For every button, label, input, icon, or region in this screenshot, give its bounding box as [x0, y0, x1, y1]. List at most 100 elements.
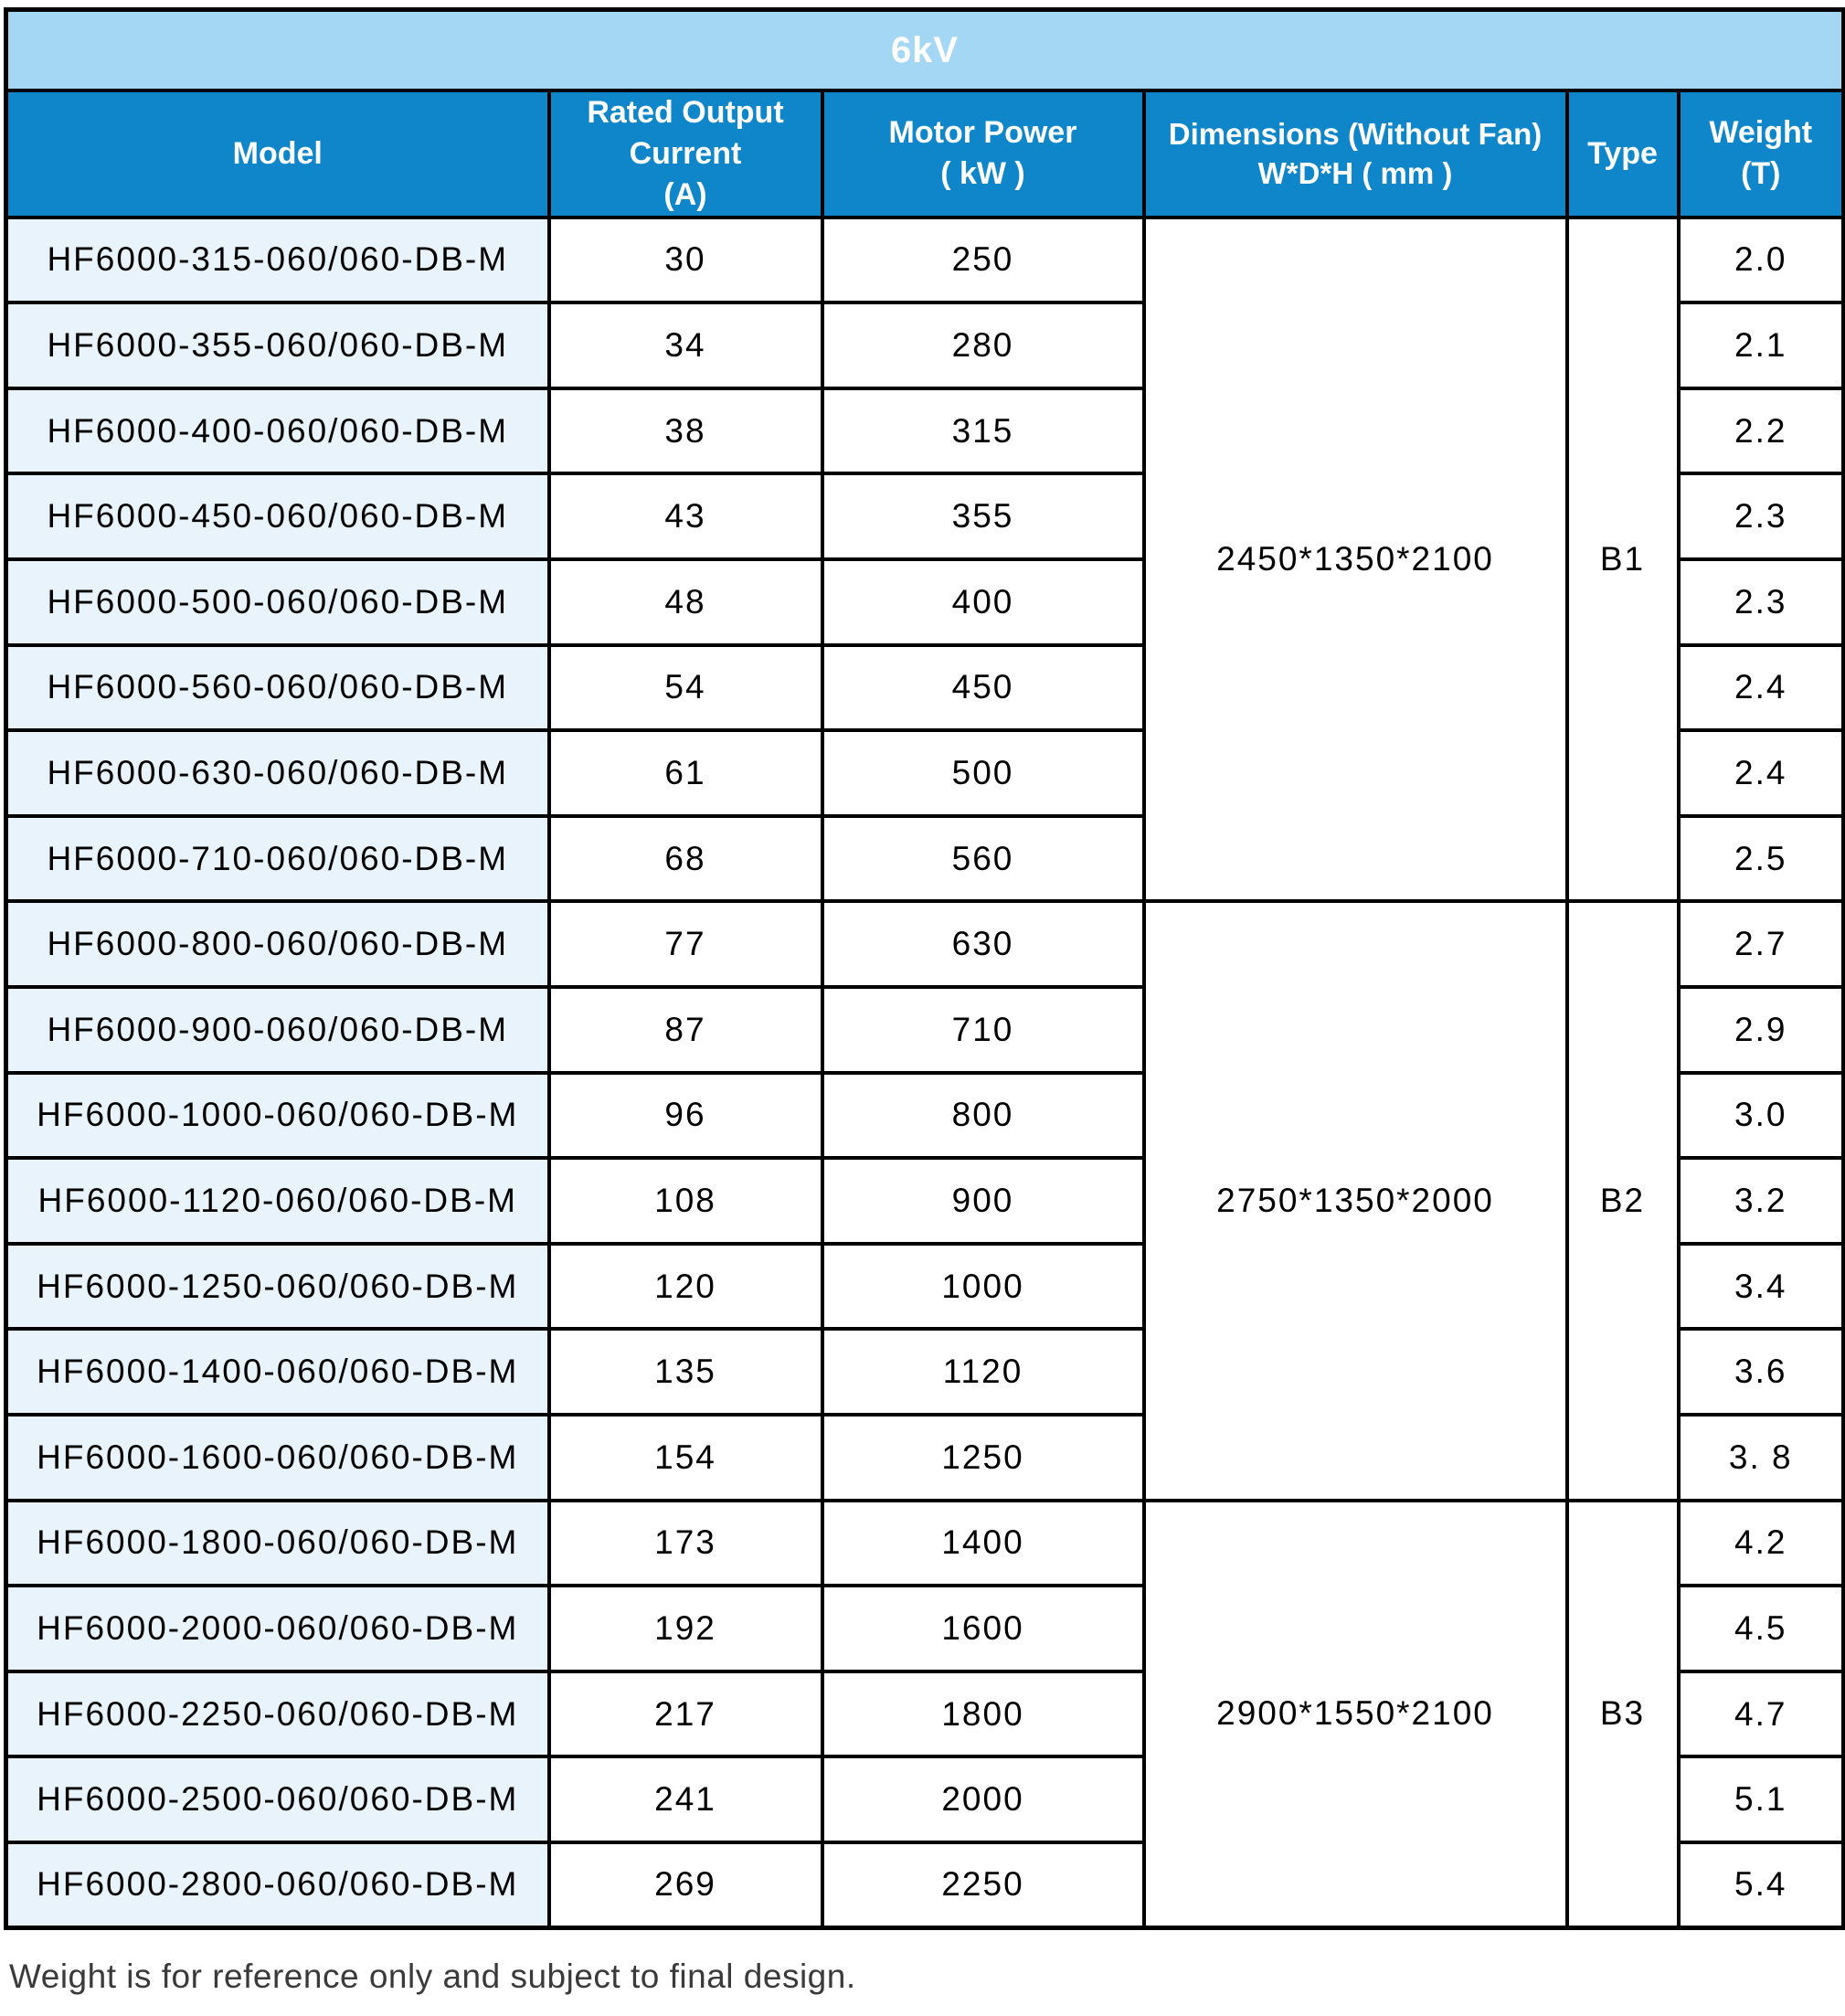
- weight-cell: 3. 8: [1676, 1412, 1845, 1502]
- rated-output-current-cell: 77: [546, 899, 824, 989]
- motor-power-cell: 355: [820, 472, 1146, 561]
- weight-cell: 2.7: [1676, 899, 1845, 989]
- weight-cell: 2.3: [1676, 557, 1845, 647]
- rated-output-current-cell: 54: [546, 642, 824, 733]
- rated-output-current-cell: 38: [546, 386, 824, 476]
- table-row: HF6000-1000-060/060-DB-M 96 800 3.0: [4, 1070, 1845, 1161]
- model-cell: HF6000-2800-060/060-DB-M: [4, 1840, 551, 1930]
- table-row: HF6000-1250-060/060-DB-M 120 1000 3.4: [4, 1241, 1845, 1332]
- model-cell: HF6000-1000-060/060-DB-M: [4, 1070, 551, 1161]
- table-row: HF6000-2500-060/060-DB-M 241 2000 5.1: [4, 1755, 1845, 1844]
- voltage-spec-table: 6kV Model Rated Output Current (A) Motor…: [4, 7, 1845, 1930]
- motor-power-cell: 630: [820, 899, 1146, 989]
- motor-power-cell: 1800: [820, 1669, 1146, 1759]
- type-cell: B3: [1564, 1498, 1681, 1930]
- table-row: HF6000-2800-060/060-DB-M 269 2250 5.4: [4, 1840, 1845, 1930]
- model-cell: HF6000-800-060/060-DB-M: [4, 899, 551, 989]
- weight-cell: 3.0: [1676, 1070, 1845, 1161]
- model-cell: HF6000-1120-060/060-DB-M: [4, 1156, 551, 1246]
- motor-power-cell: 450: [820, 642, 1146, 733]
- table-row: HF6000-710-060/060-DB-M 68 560 2.5: [4, 813, 1845, 904]
- weight-cell: 5.4: [1676, 1840, 1845, 1930]
- table-row: HF6000-355-060/060-DB-M 34 280 2.1: [4, 301, 1845, 390]
- table-header-row: Model Rated Output Current (A) Motor Pow…: [4, 89, 1845, 219]
- table-row: HF6000-630-060/060-DB-M 61 500 2.4: [4, 728, 1845, 818]
- rated-output-current-cell: 96: [546, 1070, 824, 1161]
- motor-power-cell: 1120: [820, 1327, 1146, 1417]
- weight-cell: 3.2: [1676, 1156, 1845, 1246]
- motor-power-cell: 710: [820, 984, 1146, 1075]
- table-row: HF6000-800-060/060-DB-M 77 630 2750*1350*20…: [4, 899, 1845, 1502]
- motor-power-cell: 1400: [820, 1498, 1146, 1588]
- model-cell: HF6000-2250-060/060-DB-M: [4, 1669, 551, 1759]
- dimensions-cell: 2900*1550*2100: [1141, 1498, 1569, 1930]
- weight-cell: 2.4: [1676, 642, 1845, 733]
- motor-power-cell: 400: [820, 557, 1146, 647]
- table-row: HF6000-1800-060/060-DB-M 173 1400 2900*1550…: [4, 1498, 1845, 1930]
- weight-cell: 2.0: [1676, 215, 1845, 305]
- model-cell: HF6000-500-060/060-DB-M: [4, 557, 551, 647]
- model-cell: HF6000-1400-060/060-DB-M: [4, 1327, 551, 1417]
- rated-output-current-cell: 34: [546, 301, 824, 390]
- col-header-model: Model: [4, 89, 551, 219]
- table-row: HF6000-2000-060/060-DB-M 192 1600 4.5: [4, 1584, 1845, 1673]
- motor-power-cell: 1600: [820, 1584, 1146, 1673]
- table-title-row: 6kV: [4, 7, 1845, 92]
- table-row: HF6000-1120-060/060-DB-M 108 900 3.2: [4, 1156, 1845, 1246]
- motor-power-cell: 315: [820, 386, 1146, 476]
- motor-power-cell: 560: [820, 813, 1146, 904]
- motor-power-cell: 500: [820, 728, 1146, 818]
- weight-cell: 4.2: [1676, 1498, 1845, 1588]
- rated-output-current-cell: 120: [546, 1241, 824, 1332]
- weight-cell: 2.2: [1676, 386, 1845, 476]
- weight-cell: 3.6: [1676, 1327, 1845, 1417]
- table-row: HF6000-560-060/060-DB-M 54 450 2.4: [4, 642, 1845, 733]
- motor-power-cell: 1000: [820, 1241, 1146, 1332]
- model-cell: HF6000-1250-060/060-DB-M: [4, 1241, 551, 1332]
- motor-power-cell: 2250: [820, 1840, 1146, 1930]
- rated-output-current-cell: 135: [546, 1327, 824, 1417]
- motor-power-cell: 2000: [820, 1755, 1146, 1844]
- col-header-motor-power: Motor Power ( kW ): [820, 89, 1146, 219]
- table-row: HF6000-1400-060/060-DB-M 135 1120 3.6: [4, 1327, 1845, 1417]
- weight-cell: 2.9: [1676, 984, 1845, 1075]
- rated-output-current-cell: 48: [546, 557, 824, 647]
- model-cell: HF6000-630-060/060-DB-M: [4, 728, 551, 818]
- rated-output-current-cell: 87: [546, 984, 824, 1075]
- col-header-dimensions: Dimensions (Without Fan) W*D*H ( mm ): [1141, 89, 1569, 219]
- weight-cell: 2.1: [1676, 301, 1845, 390]
- rated-output-current-cell: 43: [546, 472, 824, 561]
- weight-cell: 4.7: [1676, 1669, 1845, 1759]
- motor-power-cell: 1250: [820, 1412, 1146, 1502]
- motor-power-cell: 800: [820, 1070, 1146, 1161]
- col-header-type: Type: [1564, 89, 1681, 219]
- col-header-weight: Weight (T): [1676, 89, 1845, 219]
- table-row: HF6000-2250-060/060-DB-M 217 1800 4.7: [4, 1669, 1845, 1759]
- table-row: HF6000-315-060/060-DB-M 30 250 2450*1350*21…: [4, 215, 1845, 904]
- motor-power-cell: 900: [820, 1156, 1146, 1246]
- rated-output-current-cell: 30: [546, 215, 824, 305]
- model-cell: HF6000-450-060/060-DB-M: [4, 472, 551, 561]
- rated-output-current-cell: 217: [546, 1669, 824, 1759]
- motor-power-cell: 280: [820, 301, 1146, 390]
- rated-output-current-cell: 68: [546, 813, 824, 904]
- table-row: HF6000-1600-060/060-DB-M 154 1250 3. 8: [4, 1412, 1845, 1502]
- rated-output-current-cell: 173: [546, 1498, 824, 1588]
- rated-output-current-cell: 154: [546, 1412, 824, 1502]
- table-row: HF6000-500-060/060-DB-M 48 400 2.3: [4, 557, 1845, 647]
- motor-power-cell: 250: [820, 215, 1146, 305]
- col-header-rated-output-current: Rated Output Current (A): [546, 89, 824, 219]
- model-cell: HF6000-1600-060/060-DB-M: [4, 1412, 551, 1502]
- model-cell: HF6000-560-060/060-DB-M: [4, 642, 551, 733]
- rated-output-current-cell: 108: [546, 1156, 824, 1246]
- model-cell: HF6000-2500-060/060-DB-M: [4, 1755, 551, 1844]
- model-cell: HF6000-2000-060/060-DB-M: [4, 1584, 551, 1673]
- weight-cell: 2.4: [1676, 728, 1845, 818]
- table-row: HF6000-400-060/060-DB-M 38 315 2.2: [4, 386, 1845, 476]
- model-cell: HF6000-710-060/060-DB-M: [4, 813, 551, 904]
- dimensions-cell: 2750*1350*2000: [1141, 899, 1569, 1502]
- model-cell: HF6000-315-060/060-DB-M: [4, 215, 551, 305]
- weight-cell: 4.5: [1676, 1584, 1845, 1673]
- weight-cell: 3.4: [1676, 1241, 1845, 1332]
